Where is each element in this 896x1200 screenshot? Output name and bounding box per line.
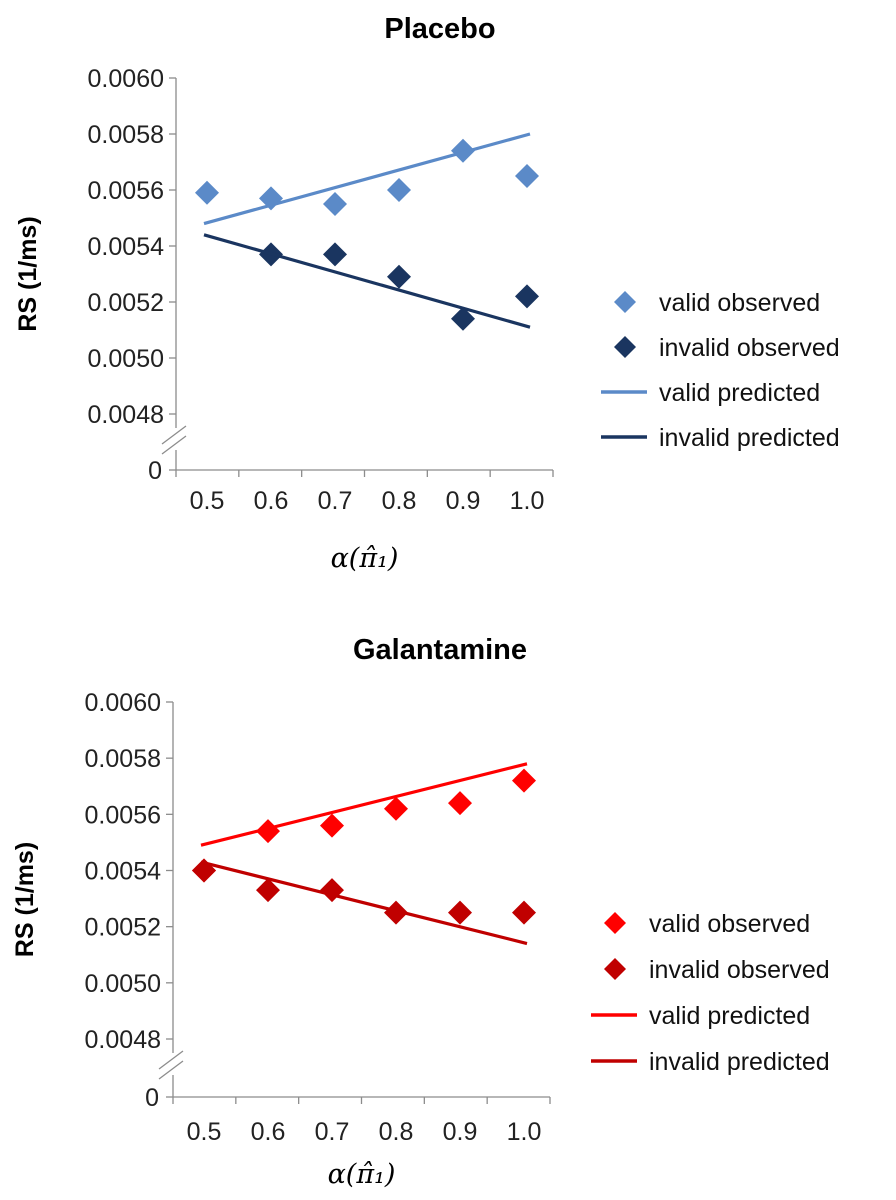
data-point-diamond: [515, 164, 539, 188]
y-tick-label: 0.0058: [88, 121, 164, 149]
predicted-line: [200, 860, 528, 946]
axis-break-mark: [158, 1050, 184, 1070]
data-point-diamond: [195, 180, 219, 205]
x-tick-label: 0.5: [190, 487, 225, 515]
data-point-diamond: [384, 900, 408, 925]
x-tick-label: 0.9: [443, 1118, 478, 1146]
data-point-diamond: [323, 242, 347, 267]
predicted-line: [200, 762, 528, 847]
x-tick-label: 0.8: [382, 487, 417, 515]
legend-label: valid predicted: [649, 1002, 810, 1030]
data-point-diamond: [387, 178, 411, 202]
x-axis-label: α(π̂₁): [331, 543, 399, 574]
data-point-diamond: [323, 192, 347, 216]
y-tick-label: 0.0058: [85, 745, 161, 773]
x-tick-label: 0.6: [251, 1118, 286, 1146]
series-invalid-predicted: [203, 233, 531, 329]
series-invalid-observed: [192, 858, 536, 925]
y-axis-label: RS (1/ms): [14, 216, 42, 331]
y-tick-label: 0.0056: [85, 801, 161, 829]
axis-break-mark: [161, 425, 187, 445]
legend-label: valid predicted: [659, 379, 820, 407]
y-axis-label: RS (1/ms): [11, 842, 39, 957]
y-tick-label: 0.0054: [88, 233, 165, 261]
y-tick-label: 0.0050: [88, 345, 164, 373]
legend-label: invalid observed: [659, 334, 840, 362]
series-valid-observed: [195, 138, 539, 216]
x-tick-label: 0.9: [446, 487, 481, 515]
legend-marker-diamond: [614, 336, 636, 358]
data-point-diamond: [320, 813, 344, 838]
legend-marker-diamond: [604, 912, 626, 934]
x-tick-label: 0.8: [379, 1118, 414, 1146]
data-point-diamond: [512, 900, 536, 925]
y-tick-label: 0.0060: [85, 689, 161, 717]
y-tick-label: 0.0050: [85, 970, 161, 998]
y-tick-label: 0.0054: [85, 858, 162, 886]
legend-marker-diamond: [604, 958, 626, 980]
legend-label: invalid predicted: [649, 1048, 830, 1076]
legend: valid observed invalid observed valid pred…: [601, 289, 840, 452]
predicted-line: [203, 233, 531, 329]
legend-label: invalid predicted: [659, 424, 840, 452]
data-point-diamond: [256, 878, 280, 903]
series-valid-observed: [192, 768, 536, 883]
data-point-diamond: [256, 819, 280, 844]
chart-title: Placebo: [384, 13, 495, 45]
chart-panel-galantamine: Galantamine 0.0060 0.0058 0.0056 0.0054 0.005…: [11, 634, 830, 1190]
data-point-diamond: [448, 900, 472, 925]
series-invalid-predicted: [200, 860, 528, 946]
x-tick-label: 0.6: [254, 487, 289, 515]
legend-label: valid observed: [649, 910, 810, 938]
y-tick-label: 0.0048: [85, 1026, 161, 1054]
legend: valid observed invalid observed valid pred…: [591, 910, 830, 1076]
x-tick-label: 0.7: [318, 487, 353, 515]
y-tick-label: 0.0056: [88, 177, 164, 205]
y-tick-label: 0.0052: [85, 914, 161, 942]
axis-break-mark: [158, 1060, 184, 1080]
x-tick-label: 0.7: [315, 1118, 350, 1146]
x-tick-label: 0.5: [187, 1118, 222, 1146]
chart-panel-placebo: Placebo 0.0060 0.0058 0.0056 0.0054 0.0052 0.0…: [14, 13, 840, 574]
y-tick-label: 0.0052: [88, 289, 164, 317]
series-valid-predicted: [200, 762, 528, 847]
x-tick-label: 1.0: [510, 487, 545, 515]
data-point-diamond: [387, 264, 411, 289]
x-tick-label: 1.0: [507, 1118, 542, 1146]
series-invalid-observed: [259, 242, 539, 331]
y-tick-label: 0.0048: [88, 401, 164, 429]
series-valid-predicted: [203, 132, 531, 226]
legend-marker-diamond: [614, 291, 636, 313]
x-axis-label: α(π̂₁): [328, 1159, 396, 1190]
y-tick-label-zero: 0: [148, 457, 162, 485]
legend-label: valid observed: [659, 289, 820, 317]
axis-break-mark: [161, 435, 187, 455]
legend-label: invalid observed: [649, 956, 830, 984]
data-point-diamond: [451, 306, 475, 331]
data-point-diamond: [512, 768, 536, 793]
chart-title: Galantamine: [353, 634, 527, 666]
y-tick-label-zero: 0: [145, 1084, 159, 1112]
data-point-diamond: [384, 796, 408, 821]
data-point-diamond: [320, 878, 344, 903]
predicted-line: [203, 132, 531, 226]
data-point-diamond: [515, 284, 539, 309]
y-tick-label: 0.0060: [88, 65, 164, 93]
data-point-diamond: [448, 791, 472, 816]
